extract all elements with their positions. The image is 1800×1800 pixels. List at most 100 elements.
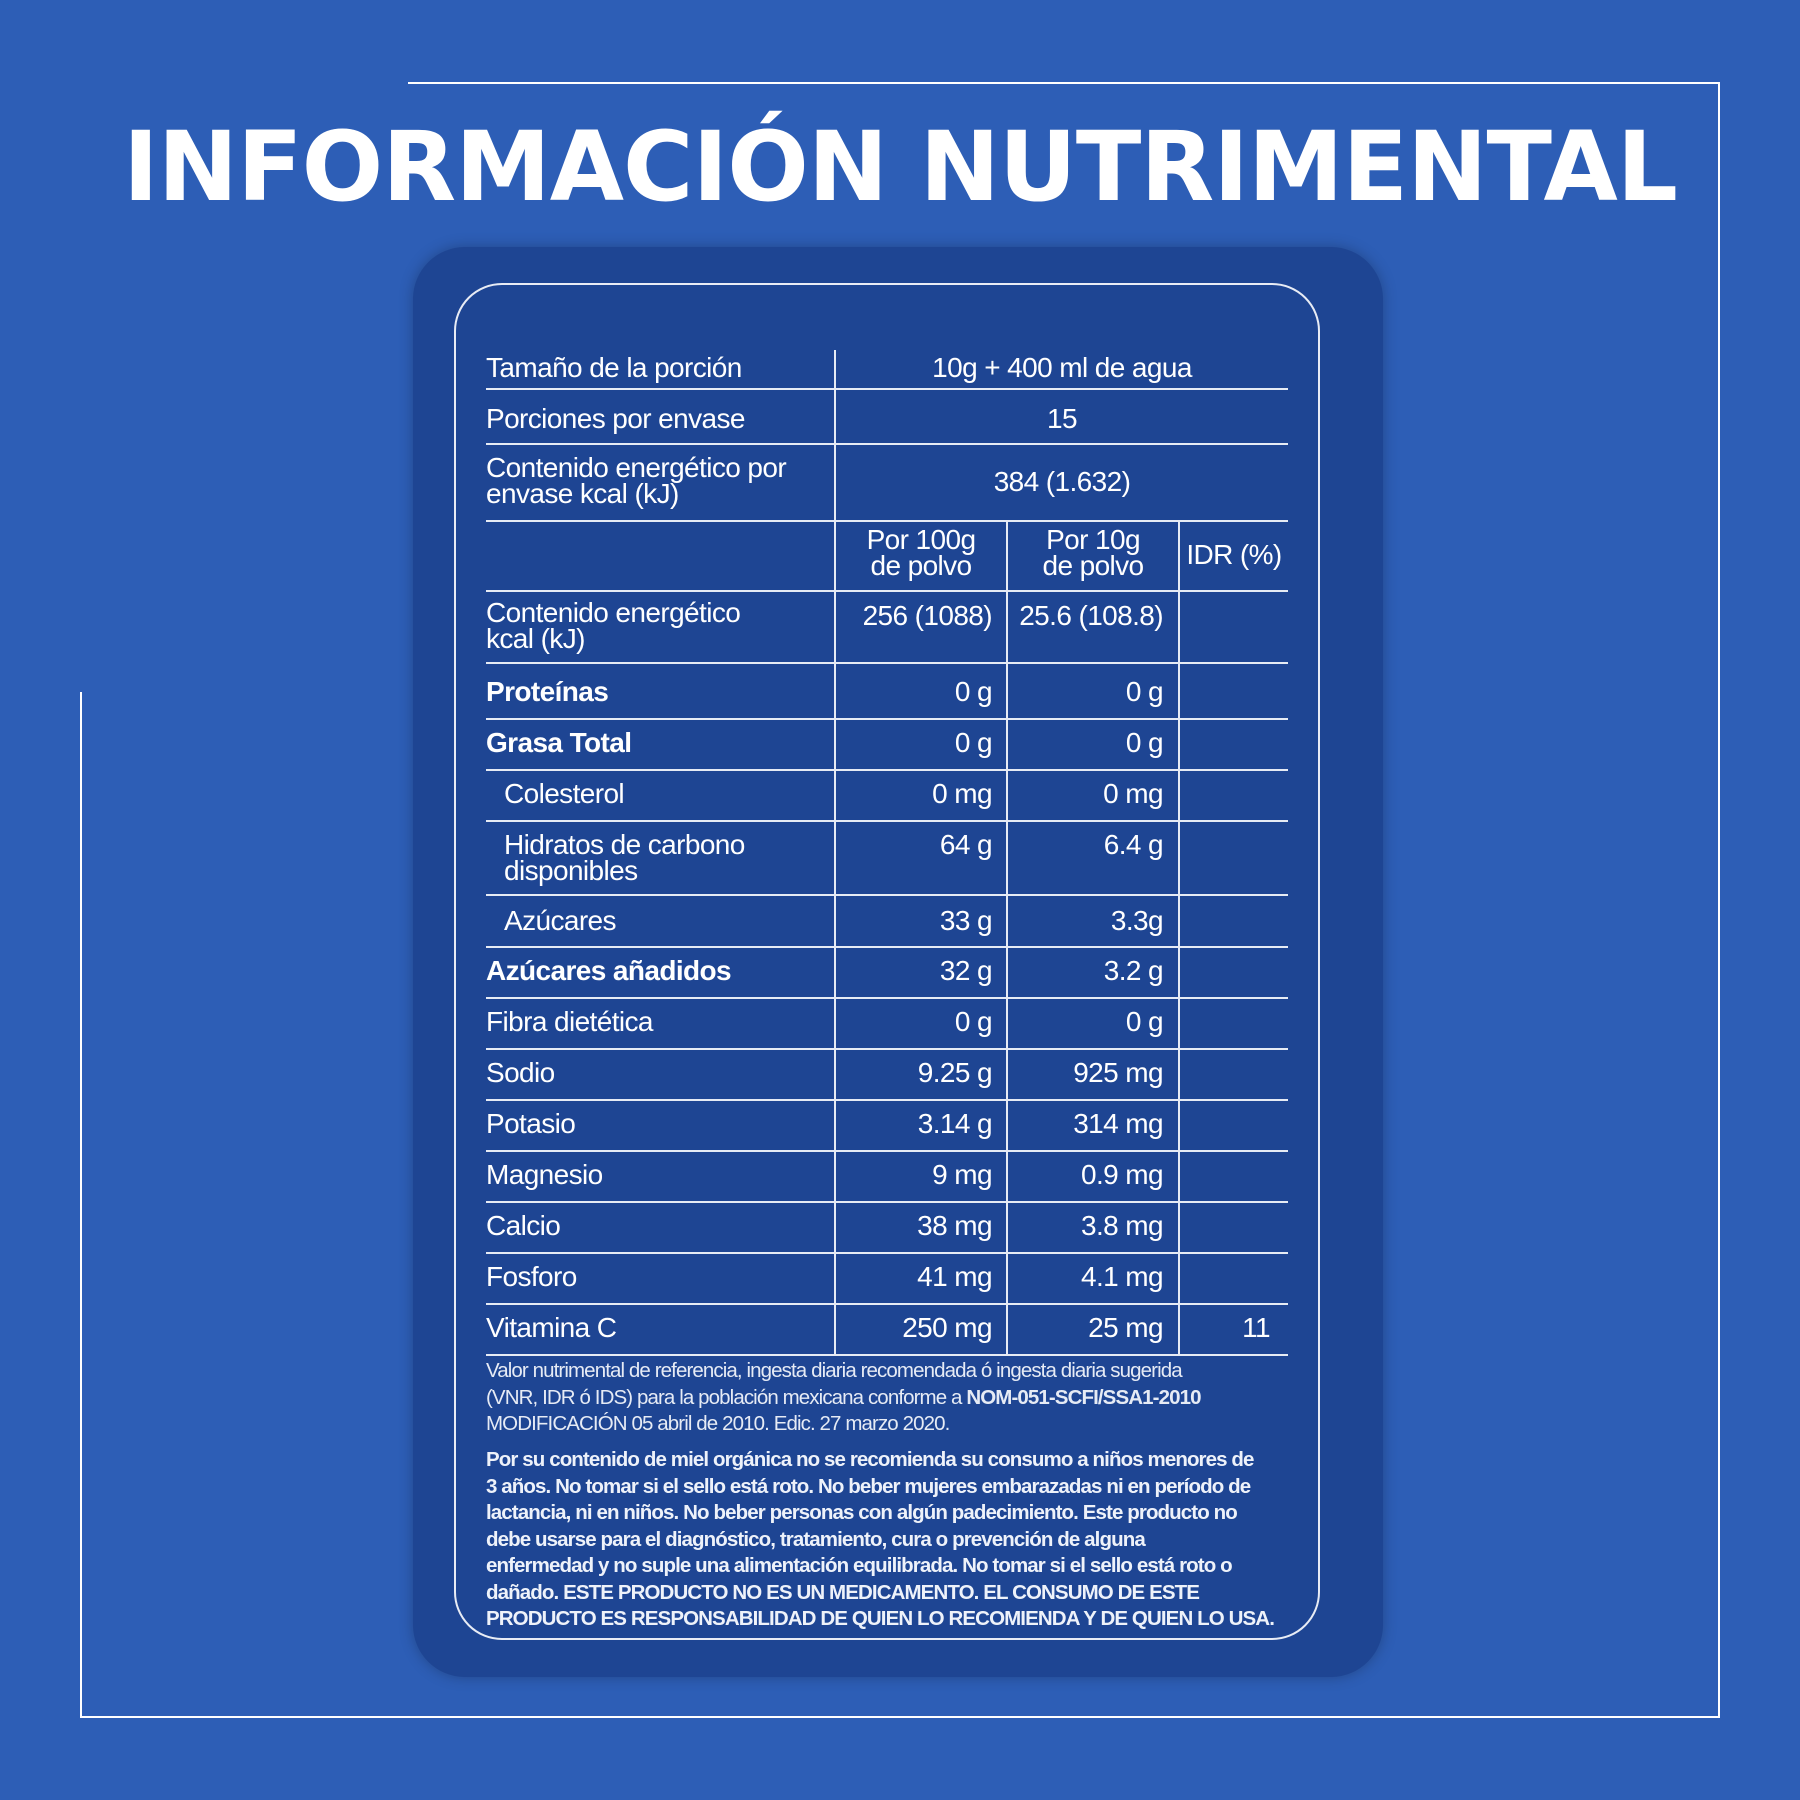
nutrient-per-100g: 9.25 g xyxy=(917,1057,993,1088)
servings-value: 15 xyxy=(1047,403,1078,434)
nutrient-per-100g: 3.14 g xyxy=(917,1108,993,1139)
energy-package-label: Contenido energético por envase kcal (kJ… xyxy=(486,452,834,530)
table-row: Magnesio 9 mg 0.9 mg xyxy=(486,1152,1288,1203)
nutrient-idr xyxy=(1179,1261,1288,1310)
warning-line4: debe usarse para el diagnóstico, tratami… xyxy=(486,1527,1146,1551)
energy-package-label-line1: Contenido energético por xyxy=(486,452,787,483)
energy-per-100g: 256 (1088) xyxy=(862,600,993,631)
energy-idr xyxy=(1179,600,1288,670)
energy-label: Contenido energético kcal (kJ) xyxy=(486,597,834,670)
nutrient-per-10g: 0 g xyxy=(1125,727,1164,758)
footnote-line3: MODIFICACIÓN 05 abril de 2010. Edic. 27 … xyxy=(486,1412,950,1435)
frame-line-left xyxy=(80,692,82,1718)
table-row: Vitamina C 250 mg 25 mg 11 xyxy=(486,1305,1288,1356)
nutrient-per-100g: 250 mg xyxy=(902,1312,992,1343)
nutrient-per-10g: 3.2 g xyxy=(1103,955,1164,986)
nutrient-label-azucares: Azúcares xyxy=(504,905,617,936)
warning-line6: dañado. ESTE PRODUCTO NO ES UN MEDICAMEN… xyxy=(486,1580,1200,1604)
table-row: Fibra dietética 0 g 0 g xyxy=(486,999,1288,1050)
header-per-100g-line2: de polvo xyxy=(870,550,972,581)
nutrient-per-10g: 925 mg xyxy=(1073,1057,1163,1088)
nutrient-idr xyxy=(1179,829,1288,901)
table-row: Grasa Total 0 g 0 g xyxy=(486,720,1288,771)
energy-package-label-line2: envase kcal (kJ) xyxy=(486,478,679,509)
table-row-energy: Contenido energético kcal (kJ) 256 (1088… xyxy=(486,592,1288,664)
nutrient-idr xyxy=(1179,955,1288,1004)
energy-label-line1: Contenido energético xyxy=(486,597,741,628)
table-row: Azúcares 33 g 3.3g xyxy=(486,896,1288,948)
nutrient-idr xyxy=(1179,778,1288,827)
warning-line2: 3 años. No tomar si el sello está roto. … xyxy=(486,1474,1251,1498)
frame-line-top xyxy=(408,82,1720,84)
header-idr: IDR (%) xyxy=(1186,539,1282,570)
nutrient-per-10g: 0 mg xyxy=(1103,778,1163,809)
energy-package-value: 384 (1.632) xyxy=(993,466,1131,497)
nutrient-label-fosforo: Fosforo xyxy=(486,1261,577,1292)
warning-text: Por su contenido de miel orgánica no se … xyxy=(486,1447,1306,1633)
nutrient-label-colesterol: Colesterol xyxy=(504,778,625,809)
nutrient-idr xyxy=(1179,1006,1288,1055)
footnote-line2: (VNR, IDR ó IDS) para la población mexic… xyxy=(486,1385,1306,1412)
nutrient-per-10g: 25 mg xyxy=(1088,1312,1163,1343)
nutrition-table: Tamaño de la porción 10g + 400 ml de agu… xyxy=(486,350,1288,1356)
nutrient-label-sodio: Sodio xyxy=(486,1057,555,1088)
frame-line-right xyxy=(1718,82,1720,1718)
nutrient-per-100g: 9 mg xyxy=(932,1159,992,1190)
table-header-row: Por 100g de polvo Por 10g de polvo IDR (… xyxy=(486,522,1288,592)
nutrient-idr xyxy=(1179,1159,1288,1208)
header-per-100g: Por 100g de polvo xyxy=(836,524,1006,595)
nutrient-per-100g: 0 mg xyxy=(932,778,992,809)
nutrient-idr: 11 xyxy=(1242,1312,1270,1343)
table-row-serving-size: Tamaño de la porción 10g + 400 ml de agu… xyxy=(486,350,1288,390)
nutrient-idr xyxy=(1179,1210,1288,1259)
nutrient-per-10g: 0 g xyxy=(1125,1006,1164,1037)
nutrient-per-100g: 0 g xyxy=(954,727,993,758)
nutrient-per-10g: 0 g xyxy=(1125,676,1164,707)
nutrient-idr xyxy=(1179,1108,1288,1157)
nutrient-per-10g: 0.9 mg xyxy=(1081,1159,1164,1190)
table-row-energy-package: Contenido energético por envase kcal (kJ… xyxy=(486,445,1288,522)
nutrition-panel xyxy=(413,247,1383,1677)
nutrient-per-10g: 4.1 mg xyxy=(1081,1261,1164,1292)
nutrient-per-100g: 33 g xyxy=(939,905,993,936)
nutrient-label-magnesio: Magnesio xyxy=(486,1159,603,1190)
nutrient-label-proteinas: Proteínas xyxy=(486,676,609,707)
header-per-100g-line1: Por 100g xyxy=(866,524,976,555)
nutrient-label-azucares-anadidos: Azúcares añadidos xyxy=(486,955,732,986)
nutrient-per-100g: 41 mg xyxy=(917,1261,992,1292)
page-title: INFORMACIÓN NUTRIMENTAL xyxy=(123,111,1678,223)
nutrient-label-fibra: Fibra dietética xyxy=(486,1006,653,1037)
warning-line7: PRODUCTO ES RESPONSABILIDAD DE QUIEN LO … xyxy=(486,1607,1275,1630)
serving-size-value: 10g + 400 ml de agua xyxy=(932,352,1192,383)
warning-line5: enfermedad y no suple una alimentación e… xyxy=(486,1554,1233,1577)
header-per-10g-line1: Por 10g xyxy=(1046,524,1140,555)
nutrient-per-10g: 6.4 g xyxy=(1103,829,1164,860)
table-row: Calcio 38 mg 3.8 mg xyxy=(486,1203,1288,1254)
reference-footnote: Valor nutrimental de referencia, ingesta… xyxy=(486,1358,1306,1438)
servings-label: Porciones por envase xyxy=(486,403,745,434)
table-row: Colesterol 0 mg 0 mg xyxy=(486,771,1288,822)
nutrient-label-hidratos-line1: Hidratos de carbono xyxy=(504,829,745,860)
table-row: Hidratos de carbono disponibles 64 g 6.4… xyxy=(486,822,1288,896)
table-row: Sodio 9.25 g 925 mg xyxy=(486,1050,1288,1101)
footnote-line2-text: (VNR, IDR ó IDS) para la población mexic… xyxy=(486,1385,967,1409)
nutrient-per-10g: 3.3g xyxy=(1110,905,1164,936)
table-row: Fosforo 41 mg 4.1 mg xyxy=(486,1254,1288,1305)
energy-per-10g: 25.6 (108.8) xyxy=(1019,600,1163,631)
nutrient-label-grasa-total: Grasa Total xyxy=(486,727,632,758)
nutrient-idr xyxy=(1179,727,1288,776)
nutrient-label-potasio: Potasio xyxy=(486,1108,576,1139)
nutrient-per-100g: 0 g xyxy=(954,1006,993,1037)
frame-line-bottom xyxy=(80,1716,1720,1718)
warning-line3: lactancia, ni en niños. No beber persona… xyxy=(486,1501,1238,1524)
nutrient-per-100g: 38 mg xyxy=(917,1210,992,1241)
table-row-servings: Porciones por envase 15 xyxy=(486,390,1288,445)
table-row: Potasio 3.14 g 314 mg xyxy=(486,1101,1288,1152)
nutrient-label-calcio: Calcio xyxy=(486,1210,561,1241)
nutrient-label-vitamina-c: Vitamina C xyxy=(486,1312,617,1343)
nutrient-per-10g: 314 mg xyxy=(1073,1108,1163,1139)
nutrient-label-hidratos: Hidratos de carbono disponibles xyxy=(486,829,834,904)
serving-size-label: Tamaño de la porción xyxy=(486,352,742,383)
warning-line1: Por su contenido de miel orgánica no se … xyxy=(486,1448,1254,1471)
footnote-norm-reference: NOM-051-SCFI/SSA1-2010 xyxy=(966,1385,1201,1409)
